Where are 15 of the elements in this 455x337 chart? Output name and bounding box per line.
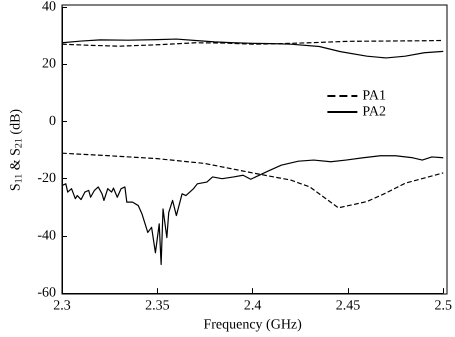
y-tick-label: -20 (37, 171, 56, 186)
y-axis-title: S11 & S21 (dB) (8, 108, 24, 192)
y-tick-label: 20 (42, 56, 56, 72)
y-tick-label: 0 (49, 114, 56, 129)
x-tick-label: 2.5 (434, 298, 452, 314)
x-tick-label: 2.4 (244, 298, 262, 314)
x-axis-title: Frequency (GHz) (203, 318, 302, 332)
y-tick-label: 40 (42, 0, 56, 14)
y-tick-label: -40 (37, 228, 56, 244)
x-tick-label: 2.45 (336, 298, 360, 314)
y-tick-label: -60 (37, 286, 56, 301)
legend-label: PA2 (362, 104, 386, 120)
x-tick-label: 2.3 (53, 298, 71, 314)
legend-label: PA1 (362, 88, 386, 104)
x-tick-label: 2.35 (145, 298, 170, 314)
